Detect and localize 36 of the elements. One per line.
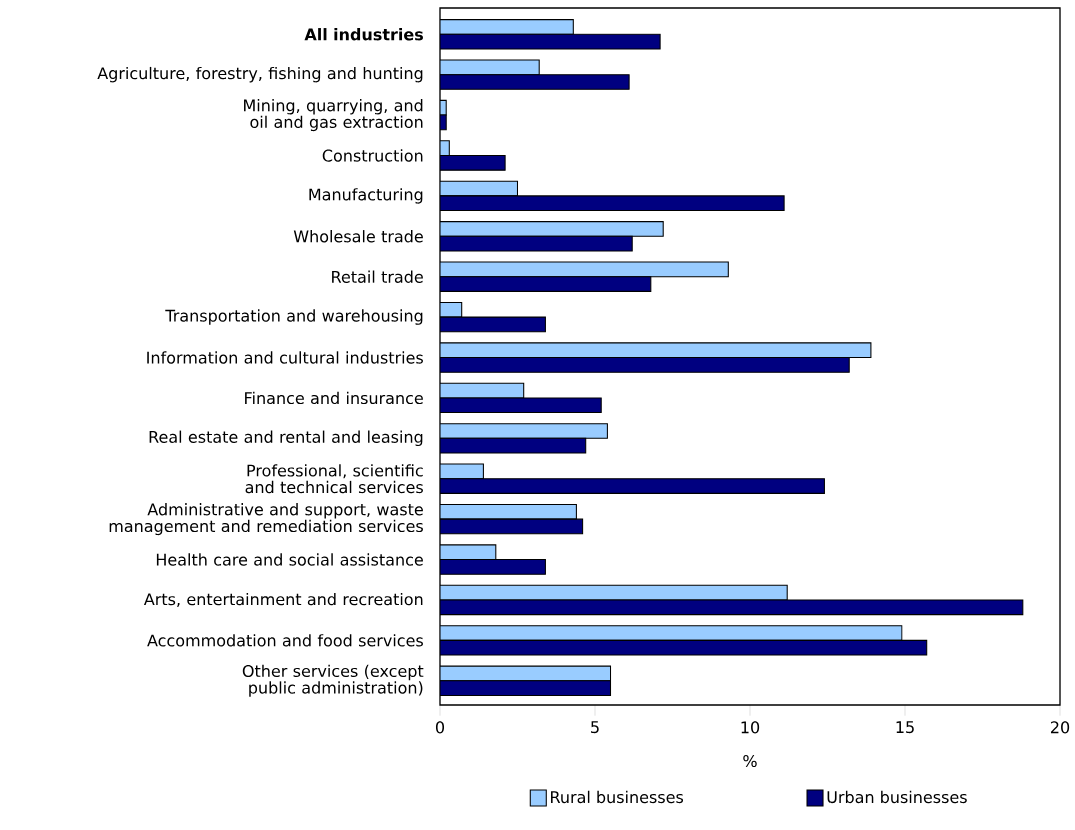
x-tick-label: 0 xyxy=(435,721,445,734)
bar xyxy=(440,559,546,575)
x-tick-label: 10 xyxy=(741,721,760,734)
bar xyxy=(440,356,850,373)
bar xyxy=(440,342,872,359)
y-tick-label: Health care and social assistance xyxy=(156,553,423,566)
y-tick-label: Manufacturing xyxy=(309,188,423,204)
bar xyxy=(440,625,903,641)
y-tick-label: Accommodation and food services xyxy=(147,634,423,647)
x-tick-label: 20 xyxy=(1050,721,1070,734)
x-tick-label: 15 xyxy=(896,721,914,734)
y-tick-label: Real estate and rental and leasing xyxy=(149,430,423,447)
bar xyxy=(440,423,608,439)
y-tick-label: Transportation and warehousing xyxy=(165,309,423,325)
x-axis-title: % xyxy=(743,754,757,768)
y-tick-label: Professional, scientific and technical services xyxy=(245,464,423,494)
y-tick-label: Finance and insurance xyxy=(245,391,423,405)
legend-label: Urban businesses xyxy=(827,790,967,804)
y-tick-label: Information and cultural industries xyxy=(147,351,423,364)
y-tick-label: Arts, entertainment and recreation xyxy=(143,592,423,607)
x-tick-label: 5 xyxy=(591,721,599,734)
bar xyxy=(440,680,612,696)
bar xyxy=(440,74,630,90)
y-tick-label: Retail trade xyxy=(332,270,423,283)
bar xyxy=(440,478,825,494)
legend-label: Rural businesses xyxy=(551,790,684,804)
y-tick-label: Administrative and support, waste management and remediation services xyxy=(109,503,423,536)
bar xyxy=(440,276,652,292)
y-tick-label: Mining, quarrying, and oil and gas extraction xyxy=(244,98,423,132)
y-tick-label: Construction xyxy=(322,149,423,162)
y-tick-label: Other services (except public administration) xyxy=(242,664,424,697)
bar xyxy=(440,19,574,35)
bar xyxy=(440,221,664,237)
y-tick-label: Wholesale trade xyxy=(293,230,423,243)
y-tick-label: All industries xyxy=(304,28,423,41)
y-tick-label: Agriculture, forestry, fishing and hunting xyxy=(97,66,423,83)
